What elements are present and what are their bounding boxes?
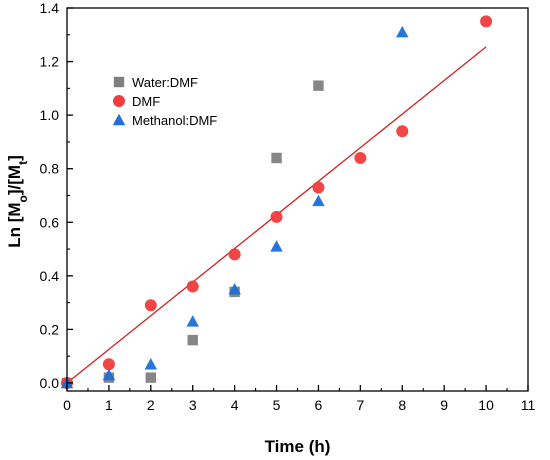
legend: Water:DMF DMF Methanol:DMF xyxy=(112,75,217,128)
y-tick-label: 0.2 xyxy=(40,321,60,337)
square-point xyxy=(145,372,157,383)
x-tick-label: 2 xyxy=(147,397,155,413)
x-tick-label: 6 xyxy=(315,397,323,413)
circle-point xyxy=(102,358,115,371)
series-circle xyxy=(61,15,493,389)
legend-marker-square xyxy=(113,76,125,88)
y-tick-label: 1.4 xyxy=(40,0,60,16)
y-tick-label: 0.8 xyxy=(40,161,60,177)
y-axis-title-subscript: o xyxy=(16,195,30,202)
y-axis-title-subscript: t xyxy=(16,161,30,165)
legend-label: Methanol:DMF xyxy=(132,113,217,128)
triangle-point xyxy=(144,357,158,370)
x-tick-label: 4 xyxy=(231,397,239,413)
x-tick-label: 11 xyxy=(521,397,536,413)
square-point xyxy=(313,80,324,91)
legend-label: DMF xyxy=(132,94,160,109)
triangle-point xyxy=(186,315,199,327)
x-tick-label: 0 xyxy=(63,397,71,413)
square-point xyxy=(187,334,198,346)
x-axis-title: Time (h) xyxy=(265,437,331,456)
x-tick-label: 3 xyxy=(189,397,197,413)
x-tick-label: 1 xyxy=(105,397,113,413)
x-tick-label: 9 xyxy=(440,397,448,413)
y-tick-label: 0.4 xyxy=(40,268,60,284)
y-axis-title-part: Ln [M xyxy=(5,202,24,247)
x-tick-label: 5 xyxy=(273,397,281,413)
x-tick-label: 8 xyxy=(398,397,406,413)
y-tick-label: 1.2 xyxy=(40,54,60,70)
y-axis-title-part: ]/[M xyxy=(5,165,24,195)
y-tick-label: 0.0 xyxy=(40,375,60,391)
series-triangle xyxy=(60,25,409,389)
circle-point xyxy=(270,210,283,223)
circle-point xyxy=(144,299,157,312)
circle-point xyxy=(396,125,409,138)
triangle-point xyxy=(312,194,325,207)
triangle-point xyxy=(396,25,409,38)
triangle-point xyxy=(270,240,283,252)
y-axis-title-part: ] xyxy=(5,155,24,161)
legend-label: Water:DMF xyxy=(132,75,198,90)
triangle-point xyxy=(102,368,116,381)
circle-point xyxy=(354,151,367,164)
legend-marker-circle xyxy=(113,95,125,107)
circle-point xyxy=(228,248,241,261)
legend-marker-triangle xyxy=(112,113,126,126)
axes-frame xyxy=(66,7,529,392)
square-point xyxy=(271,152,282,164)
triangle-point xyxy=(228,282,241,295)
plot-area xyxy=(60,15,493,389)
x-tick-label: 7 xyxy=(356,397,364,413)
circle-point xyxy=(186,280,199,293)
y-axis-title: Ln [Mo]/[Mt] xyxy=(5,155,30,248)
y-tick-label: 0.6 xyxy=(40,214,60,230)
circle-point xyxy=(312,181,325,194)
y-tick-label: 1.0 xyxy=(40,107,60,123)
x-tick-label: 10 xyxy=(478,397,494,413)
circle-point xyxy=(480,15,493,28)
axes: 0 1 2 3 4 5 6 7 8 9 10 11 0.0 0.2 0.4 0.6 0.8 1.0 1.2 1.4 xyxy=(40,0,536,413)
